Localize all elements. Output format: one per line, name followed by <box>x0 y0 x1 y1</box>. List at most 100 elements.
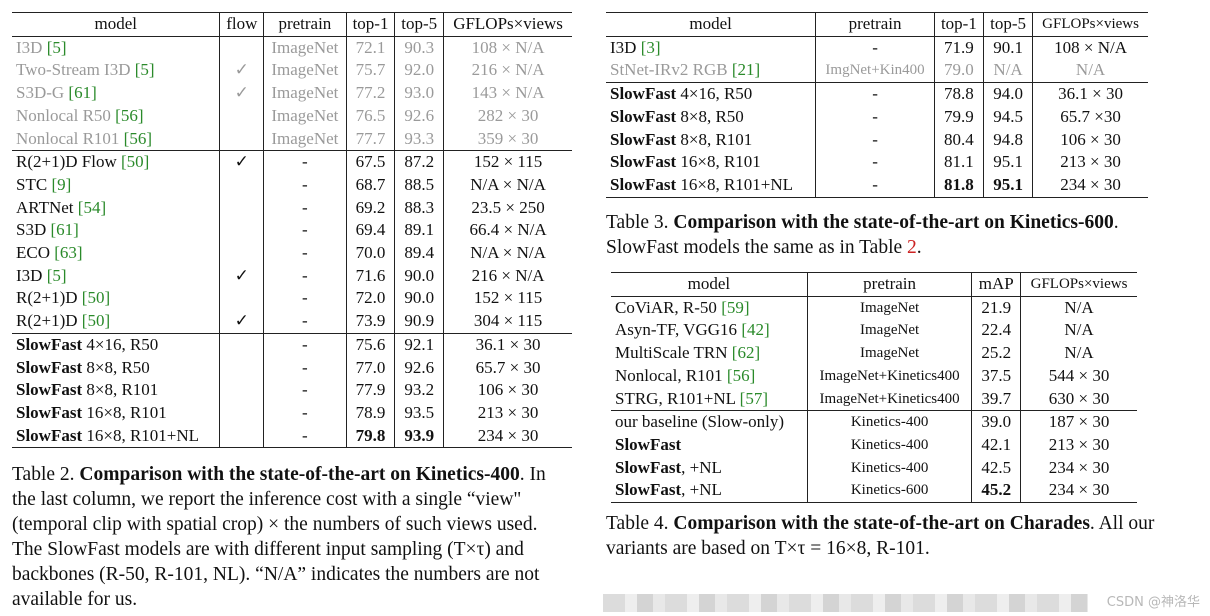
table-row: I3D [5] ImageNet 72.1 90.3 108 × N/A <box>12 36 572 60</box>
model-cell: Nonlocal R50 [56] <box>12 104 221 128</box>
citation-link[interactable]: [56] <box>123 128 152 148</box>
model-cell: S3D-G [61] <box>12 82 221 105</box>
col-top5: top-5 <box>394 12 445 37</box>
citation-link[interactable]: [57] <box>739 388 768 408</box>
pretrain-cell: - <box>263 150 347 174</box>
citation-link[interactable]: [21] <box>731 60 761 80</box>
model-name: Nonlocal R50 <box>16 105 111 125</box>
caption-label: Table 4. <box>606 513 669 534</box>
table-kinetics600: model pretrain top-1 top-5 GFLOPs×views … <box>606 12 1148 198</box>
top1-cell: 68.7 <box>346 173 396 197</box>
caption-body: . SlowFast models the same as in Table <box>606 212 1119 258</box>
model-bold-name: SlowFast <box>610 174 677 194</box>
top1-cell: 71.9 <box>934 36 984 60</box>
caption-end: . <box>916 237 922 258</box>
citation-link[interactable]: [50] <box>81 311 111 331</box>
model-name: Two-Stream I3D <box>16 60 131 80</box>
flow-cell: ✓ <box>219 310 265 334</box>
citation-link[interactable]: [56] <box>726 365 756 385</box>
map-cell: 42.1 <box>971 433 1022 457</box>
pretrain-cell: - <box>263 401 347 425</box>
citation-link[interactable]: [56] <box>115 105 144 125</box>
flow-cell <box>219 356 265 380</box>
top5-cell: 93.2 <box>394 379 445 402</box>
gflops-cell: 213 × 30 <box>1060 152 1121 172</box>
col-gflops: GFLOPs×views <box>1032 12 1148 37</box>
top5-cell: 89.1 <box>394 219 445 243</box>
model-name: I3D <box>610 37 637 57</box>
table-ref-link[interactable]: 2 <box>907 237 917 258</box>
citation-link[interactable]: [50] <box>120 152 150 172</box>
top1-cell: 78.9 <box>346 401 396 425</box>
gflops-cell: 65.7 × 30 <box>475 357 541 377</box>
flow-cell <box>219 196 265 220</box>
col-flow: flow <box>219 12 265 37</box>
gflops-cell: 36.1 × 30 <box>1032 82 1148 106</box>
citation-link[interactable]: [5] <box>46 37 67 57</box>
model-name: R(2+1)D <box>16 311 78 331</box>
gflops-cell: 66.4 × N/A <box>469 220 547 240</box>
watermark: CSDN @神洛华 <box>1106 595 1200 610</box>
citation-link[interactable]: [3] <box>640 37 661 57</box>
pretrain-cell: ImageNet <box>807 296 973 320</box>
table-row: SlowFast 16×8, R101-81.1 95.1 213 × 30 <box>606 151 1148 174</box>
model-name: ECO <box>16 243 50 263</box>
model-cell: SlowFast 16×8, R101 <box>606 151 817 174</box>
citation-link[interactable]: [9] <box>51 174 72 194</box>
top5-cell: 93.3 <box>394 127 445 151</box>
pretrain-cell: - <box>263 173 347 197</box>
citation-link[interactable]: [63] <box>54 243 83 263</box>
top1-cell: 81.8 <box>934 173 984 198</box>
top5-cell: 95.1 <box>983 151 1034 174</box>
col-model: model <box>606 12 817 37</box>
citation-link[interactable]: [54] <box>77 197 107 217</box>
model-cell: SlowFast 4×16, R50 <box>606 82 817 106</box>
top1-cell: 77.2 <box>346 82 396 105</box>
pretrain-cell: ImageNet <box>263 36 347 60</box>
model-cell: StNet-IRv2 RGB [21] <box>606 59 817 83</box>
top5-cell: 88.3 <box>394 196 445 220</box>
model-bold-name: SlowFast <box>615 480 682 500</box>
col-top1: top-1 <box>934 12 984 37</box>
table-row: R(2+1)D [50] -72.0 90.0 152 × 115 <box>12 287 572 311</box>
citation-link[interactable]: [50] <box>81 288 111 308</box>
model-cell: I3D [3] <box>606 36 817 60</box>
top5-cell: 90.1 <box>983 36 1034 60</box>
model-bold-name: SlowFast <box>610 152 677 172</box>
top1-cell: 77.0 <box>346 356 396 380</box>
model-name: S3D-G <box>16 83 65 103</box>
table-row: STRG, R101+NL [57] ImageNet+Kinetics400 39… <box>611 387 1137 411</box>
model-bold-name: SlowFast <box>16 357 83 377</box>
citation-link[interactable]: [61] <box>50 220 79 240</box>
map-cell: 45.2 <box>971 479 1022 504</box>
citation-link[interactable]: [61] <box>68 83 97 103</box>
top1-cell: 72.1 <box>346 36 396 60</box>
table-row: Asyn-TF, VGG16 [42] ImageNet 22.4 N/A <box>611 319 1137 343</box>
gflops-cell: 65.7 ×30 <box>1060 106 1121 126</box>
pretrain-cell: ImageNet+Kinetics400 <box>807 387 973 411</box>
top1-cell: 79.8 <box>346 424 396 449</box>
caption-title: Comparison with the state-of-the-art on … <box>673 212 1114 233</box>
top5-cell: 94.8 <box>983 128 1034 152</box>
citation-link[interactable]: [5] <box>46 265 67 285</box>
table-kinetics400: model flow pretrain top-1 top-5 GFLOPs×v… <box>12 12 572 449</box>
pretrain-cell: ImageNet <box>807 319 973 343</box>
gflops-cell: 108 × N/A <box>471 37 545 57</box>
model-cell: SlowFast 8×8, R50 <box>12 356 221 380</box>
gflops-cell: N/A <box>1064 297 1094 317</box>
table-row: SlowFast 4×16, R50-78.8 94.0 36.1 × 30 <box>606 82 1148 106</box>
citation-link[interactable]: [62] <box>731 343 761 363</box>
model-variant: , +NL <box>681 480 722 500</box>
gflops-cell: 304 × 115 <box>473 311 543 331</box>
model-name: R(2+1)D <box>16 288 78 308</box>
map-cell: 37.5 <box>971 364 1022 388</box>
top1-cell: 67.5 <box>346 150 396 174</box>
top5-cell: 93.9 <box>394 424 445 449</box>
table-row: Nonlocal R101 [56] ImageNet 77.7 93.3 359 × … <box>12 127 572 151</box>
gflops-cell: 630 × 30 <box>1048 388 1110 408</box>
citation-link[interactable]: [5] <box>134 60 155 80</box>
table-row: I3D [5] ✓ -71.6 90.0 216 × N/A <box>12 264 572 288</box>
top1-cell: 79.0 <box>934 59 984 83</box>
citation-link[interactable]: [59] <box>721 297 750 317</box>
citation-link[interactable]: [42] <box>741 320 770 340</box>
